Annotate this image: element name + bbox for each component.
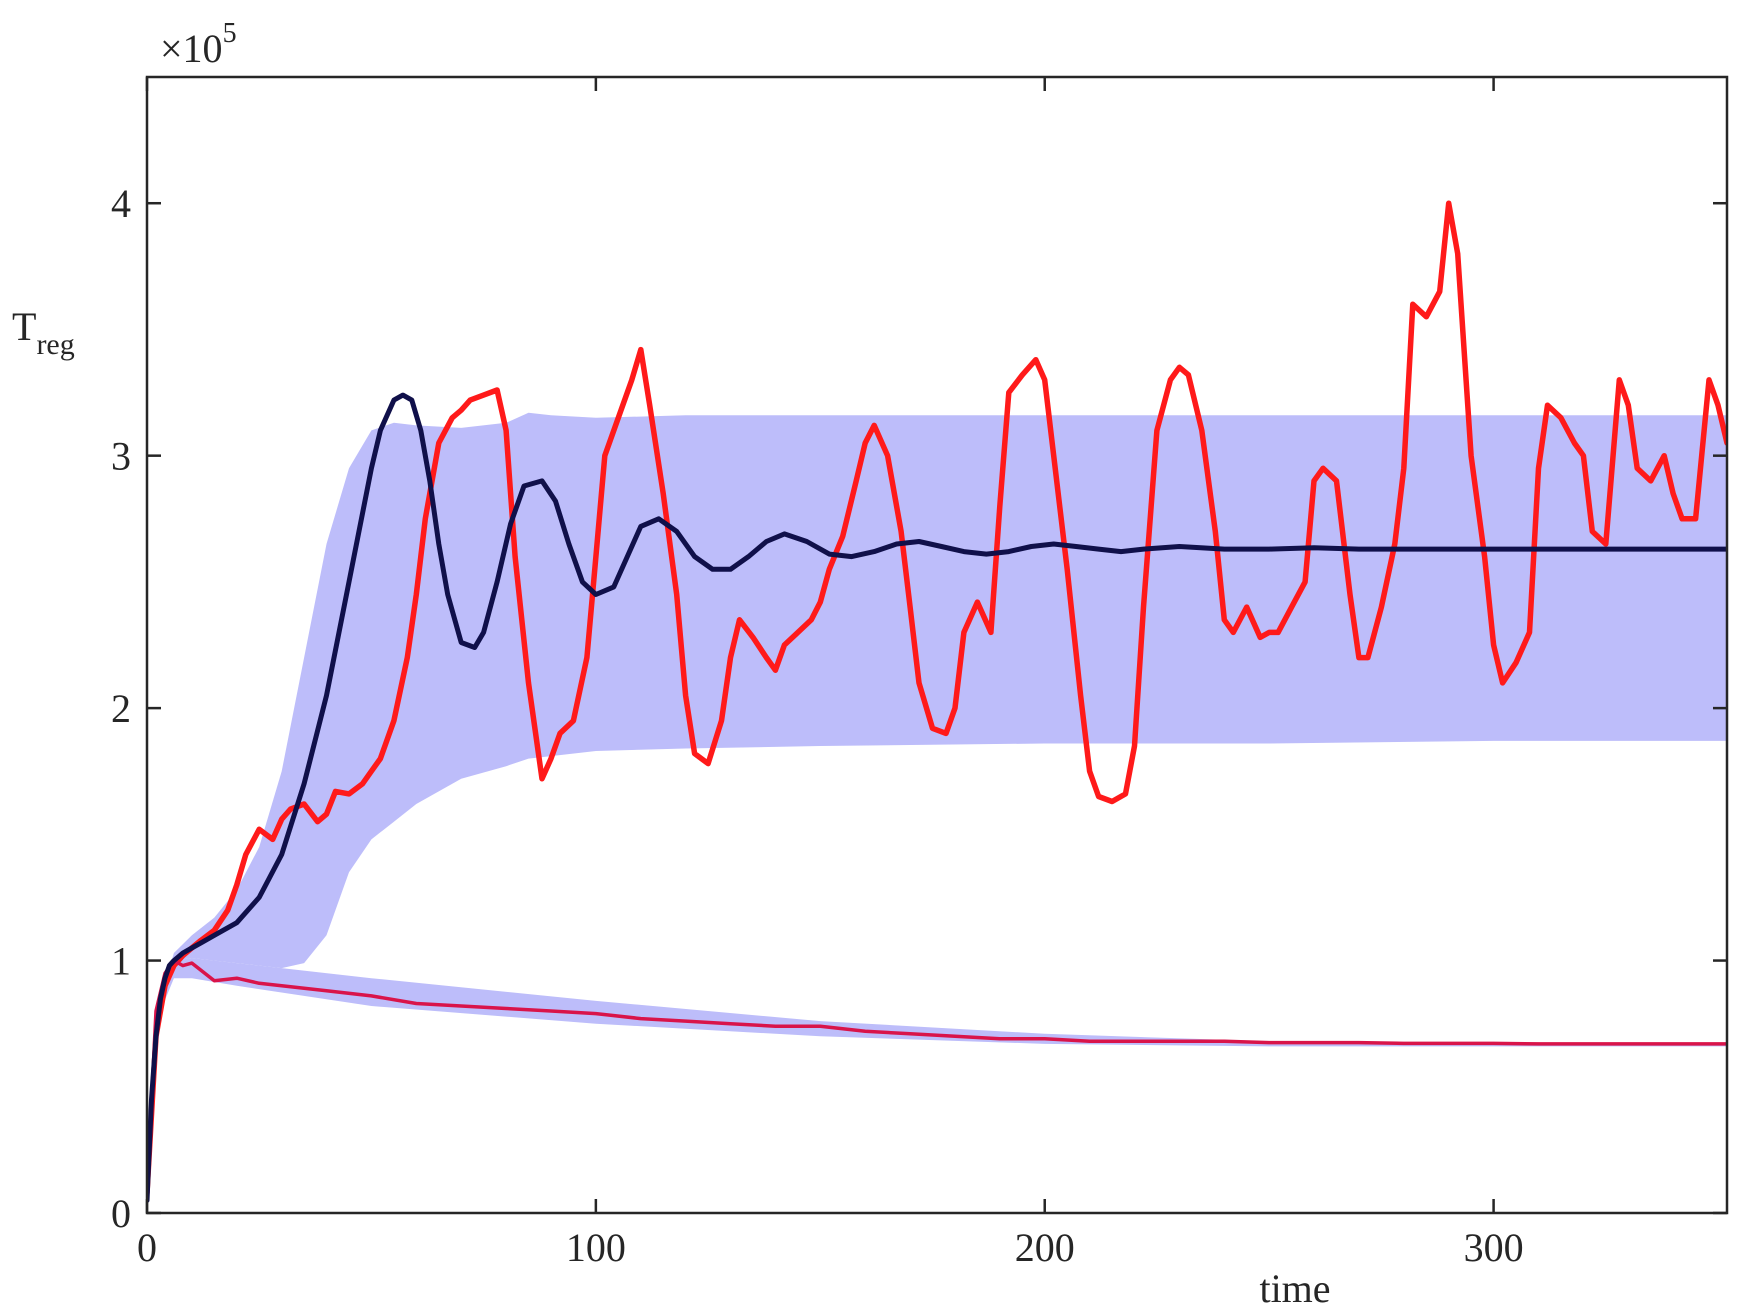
plot-frame — [145, 75, 1729, 1215]
x-tick-label: 300 — [1464, 1225, 1524, 1270]
series-line-mean — [147, 392, 1727, 1203]
y-axis-label: Treg — [12, 304, 75, 361]
y-tick-label: 0 — [111, 1191, 131, 1236]
confidence-bands — [147, 412, 1727, 1198]
axis-tick-labels: 0 100 200 300 0 1 2 3 4 — [111, 181, 1524, 1270]
x-tick-label: 100 — [566, 1225, 626, 1270]
series-line-lower-trajectory — [147, 958, 1727, 1195]
series-lines — [147, 200, 1727, 1203]
upper-band — [147, 412, 1727, 1198]
series-line-upper-trajectory — [147, 200, 1727, 1196]
y-exponent-label: ×105 — [160, 18, 237, 71]
lower-band — [147, 958, 1727, 1198]
x-tick-label: 200 — [1015, 1225, 1075, 1270]
y-tick-label: 1 — [111, 939, 131, 984]
y-tick-label: 2 — [111, 686, 131, 731]
x-tick-label: 0 — [137, 1225, 157, 1270]
y-tick-label: 3 — [111, 434, 131, 479]
axis-ticks — [145, 77, 1727, 1215]
x-axis-label: time — [1259, 1266, 1330, 1311]
y-tick-label: 4 — [111, 181, 131, 226]
